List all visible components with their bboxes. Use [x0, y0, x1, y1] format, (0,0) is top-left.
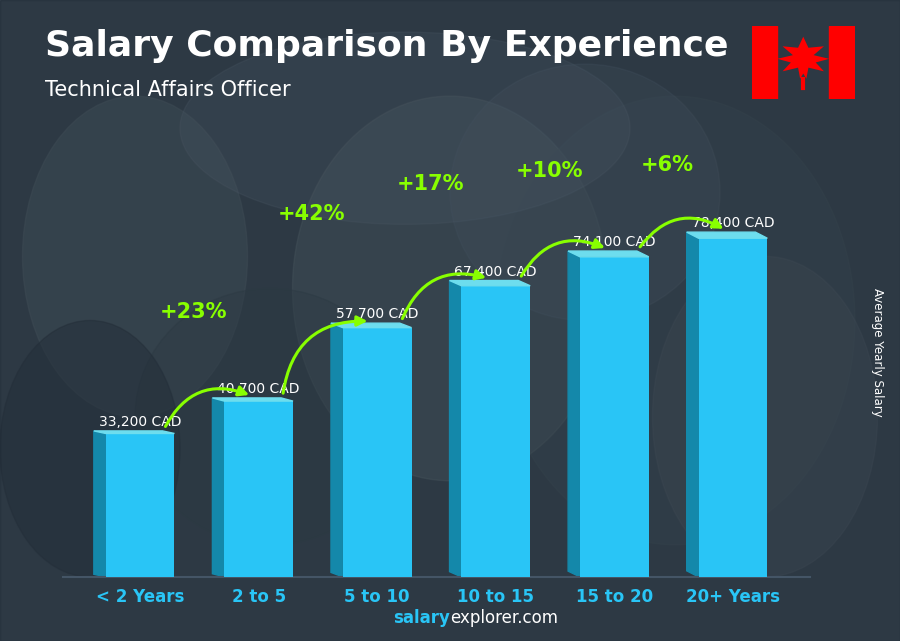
Text: +17%: +17%	[397, 174, 464, 194]
Polygon shape	[449, 281, 530, 286]
Ellipse shape	[495, 96, 855, 545]
Bar	[462, 286, 530, 577]
Polygon shape	[212, 398, 293, 401]
Text: 78,400 CAD: 78,400 CAD	[691, 216, 774, 230]
Ellipse shape	[292, 96, 608, 481]
Polygon shape	[449, 281, 462, 577]
Text: +10%: +10%	[516, 162, 583, 181]
Text: 67,400 CAD: 67,400 CAD	[454, 265, 537, 279]
Text: 74,100 CAD: 74,100 CAD	[573, 235, 656, 249]
Bar	[343, 328, 411, 577]
Text: salary: salary	[393, 609, 450, 627]
Text: Salary Comparison By Experience: Salary Comparison By Experience	[45, 29, 728, 63]
Text: +6%: +6%	[641, 154, 694, 174]
Polygon shape	[94, 431, 175, 433]
Polygon shape	[331, 323, 411, 328]
Polygon shape	[568, 251, 580, 577]
Polygon shape	[94, 431, 105, 577]
Text: 57,700 CAD: 57,700 CAD	[336, 307, 418, 321]
Text: Technical Affairs Officer: Technical Affairs Officer	[45, 80, 291, 100]
Polygon shape	[687, 232, 768, 238]
Polygon shape	[212, 398, 224, 577]
Polygon shape	[687, 232, 698, 577]
Text: explorer.com: explorer.com	[450, 609, 558, 627]
Text: Average Yearly Salary: Average Yearly Salary	[871, 288, 884, 417]
Bar	[105, 433, 175, 577]
Ellipse shape	[22, 96, 248, 417]
Ellipse shape	[450, 64, 720, 321]
Ellipse shape	[180, 32, 630, 224]
Bar	[224, 401, 293, 577]
Polygon shape	[778, 37, 829, 79]
Bar	[752, 26, 778, 99]
Bar	[829, 26, 855, 99]
Text: +23%: +23%	[159, 302, 227, 322]
Bar	[580, 257, 649, 577]
Polygon shape	[331, 323, 343, 577]
Text: +42%: +42%	[278, 204, 346, 224]
Ellipse shape	[0, 320, 180, 577]
Ellipse shape	[135, 288, 405, 545]
Text: 33,200 CAD: 33,200 CAD	[99, 415, 181, 429]
Ellipse shape	[652, 256, 878, 577]
Polygon shape	[568, 251, 649, 257]
Text: 40,700 CAD: 40,700 CAD	[218, 382, 300, 396]
Bar	[698, 238, 768, 577]
